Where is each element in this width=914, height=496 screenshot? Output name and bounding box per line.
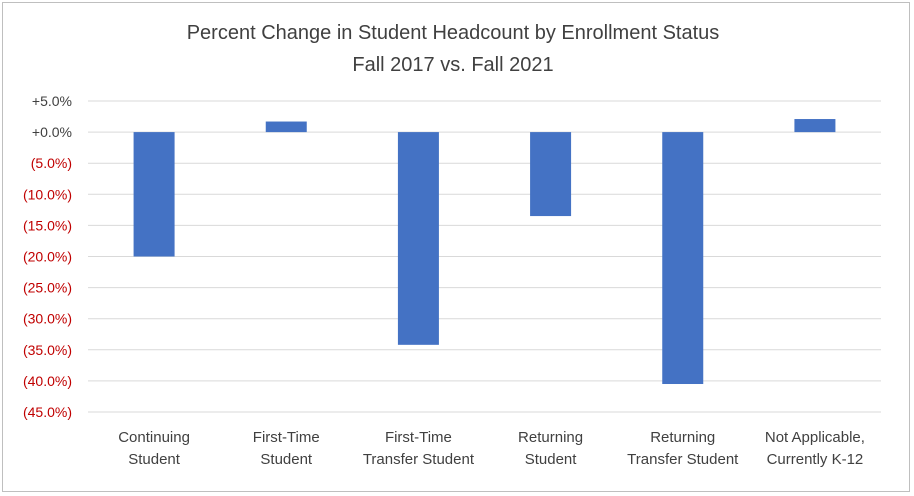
- y-tick-label: +0.0%: [32, 124, 72, 140]
- x-category-label: Student: [128, 451, 181, 468]
- y-tick-label: (40.0%): [23, 373, 72, 389]
- x-category-label: First-Time: [253, 429, 320, 446]
- chart-subtitle: Fall 2017 vs. Fall 2021: [352, 54, 553, 76]
- x-category-label: Currently K-12: [767, 451, 864, 468]
- bars: [133, 119, 836, 385]
- x-category-label: Returning: [518, 429, 583, 446]
- y-tick-label: (15.0%): [23, 217, 72, 233]
- x-category-label: Student: [525, 451, 578, 468]
- bar: [530, 132, 572, 217]
- x-category-label: Returning: [650, 429, 715, 446]
- bar: [397, 132, 439, 345]
- gridlines: [88, 100, 881, 413]
- y-tick-label: (45.0%): [23, 404, 72, 420]
- y-tick-label: (30.0%): [23, 311, 72, 327]
- y-tick-label: (20.0%): [23, 249, 72, 265]
- y-axis-ticks: +5.0% +0.0% (5.0%) (10.0%) (15.0%) (20.0%) (25…: [23, 93, 72, 420]
- y-tick-label: (10.0%): [23, 186, 72, 202]
- x-category-label: First-Time: [385, 429, 452, 446]
- bar: [662, 132, 704, 385]
- y-tick-label: (5.0%): [31, 155, 72, 171]
- chart-title: Percent Change in Student Headcount by E…: [187, 22, 720, 44]
- y-tick-label: +5.0%: [32, 93, 72, 109]
- x-category-label: Student: [260, 451, 313, 468]
- y-tick-label: (25.0%): [23, 280, 72, 296]
- y-tick-label: (35.0%): [23, 342, 72, 358]
- x-category-label: Transfer Student: [363, 451, 475, 468]
- bar: [794, 119, 836, 133]
- bar: [133, 132, 175, 257]
- bar: [265, 121, 307, 133]
- x-axis-labels: Continuing Student First-Time Student First-…: [118, 429, 865, 468]
- x-category-label: Continuing: [118, 429, 190, 446]
- x-category-label: Not Applicable,: [765, 429, 865, 446]
- x-category-label: Transfer Student: [627, 451, 739, 468]
